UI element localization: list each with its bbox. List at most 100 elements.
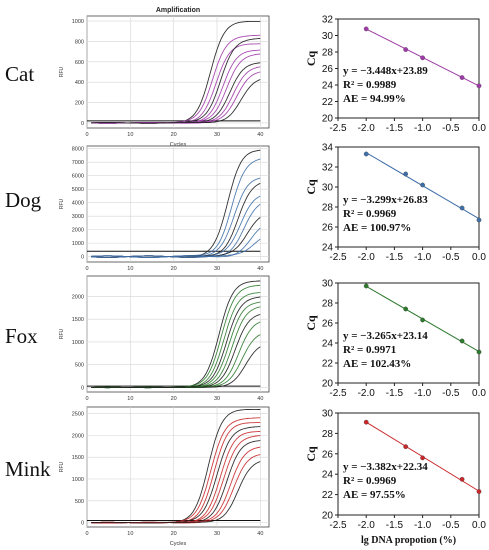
data-point [476,349,482,355]
standard-curve-dog: -2.5 -2.0 -1.5 -1.0 -0.5 0.0 24 26 28 30 32 34 Cq y =… [304,143,486,264]
x-tick-label: 0.0 [472,520,486,531]
y-tick-label: 22 [322,490,334,501]
y-tick-label: 0 [81,521,84,527]
y-tick-label: 24 [322,81,334,92]
species-label-cat: Cat [5,62,34,86]
data-point [403,306,409,312]
y-tick-label: 24 [322,470,334,481]
y-tick-label: 1000 [72,477,84,483]
y-tick-label: 2000 [72,294,84,300]
data-point [476,83,482,89]
y-tick-label: 4000 [72,201,84,207]
amplification-curve [91,346,261,389]
data-point [420,55,425,61]
data-point [363,419,369,425]
y-tick-label: 7000 [72,160,84,166]
y-axis-label: Cq [304,446,318,462]
y-tick-label: 22 [322,359,334,370]
x-tick-label: 0 [85,531,88,537]
data-point [420,317,425,323]
efficiency-label: AE = 97.55% [343,489,406,501]
amplification-curve [91,238,261,258]
data-point [476,489,482,494]
x-tick-label: 0 [85,132,88,138]
data-point [363,26,369,32]
x-tick-label: -2.0 [358,252,376,263]
y-tick-label: 1500 [72,455,84,461]
x-tick-label: 10 [127,132,133,138]
plot-frame [337,146,480,248]
x-tick-label: 40 [257,266,263,272]
y-tick-label: 1000 [72,19,84,25]
plot-frame [86,275,270,393]
x-tick-label: 10 [127,396,133,402]
x-tick-label: -1.0 [414,520,432,531]
x-tick-label: 30 [214,266,220,272]
data-point [420,182,425,188]
x-tick-label: -0.5 [442,520,460,531]
y-tick-label: 26 [322,223,334,234]
x-tick-label: -2.0 [358,520,376,531]
x-axis-label: lg DNA propotion (%) [361,535,456,546]
y-tick-label: 0 [81,385,84,391]
species-label-mink: Mink [5,457,51,481]
y-tick-label: 32 [322,15,334,26]
plot-frame [337,412,480,516]
x-tick-label: 0 [85,396,88,402]
data-point [403,47,409,52]
regression-equation: y = −3.448x+23.89 [343,65,428,77]
y-axis-label: Cq [304,179,318,195]
data-point [459,338,465,344]
x-tick-label: -1.5 [386,123,404,134]
plot-frame [337,282,480,384]
y-tick-label: 30 [322,279,334,290]
y-tick-label: 200 [75,101,84,107]
x-tick-label: -0.5 [442,252,460,263]
amplification-plot-dog: Dog 0 10 20 30 40 0 1000 2000 3000 4000 5000 6000 700… [5,145,270,272]
x-tick-label: 40 [257,531,263,537]
y-tick-label: 30 [322,183,334,194]
y-tick-label: 20 [322,511,334,522]
y-axis-label: RFU [59,461,65,472]
y-tick-label: 2000 [72,228,84,234]
x-axis-label: Cycles [170,541,187,547]
efficiency-label: AE = 100.97% [343,222,411,234]
y-tick-label: 26 [322,64,334,75]
x-tick-label: -2.5 [329,520,347,531]
species-label-dog: Dog [5,188,42,212]
x-tick-label: 10 [127,266,133,272]
y-tick-label: 2000 [72,433,84,439]
y-tick-label: 1500 [72,317,84,323]
x-tick-label: -2.0 [358,388,376,399]
y-tick-label: 3000 [72,214,84,220]
data-point [363,283,369,289]
x-tick-label: -1.0 [414,388,432,399]
x-tick-label: -1.5 [386,388,404,399]
x-tick-label: -2.5 [329,123,347,134]
x-tick-label: 0.0 [472,388,486,399]
y-tick-label: 24 [322,243,334,254]
regression-equation: y = −3.299x+26.83 [343,194,428,206]
x-tick-label: 40 [257,396,263,402]
amplification-curve [91,79,261,124]
standard-curve-fox: -2.5 -2.0 -1.5 -1.0 -0.5 0.0 20 22 24 26 28 30 Cq y =… [304,279,486,400]
x-tick-label: 0.0 [472,123,486,134]
r-squared-label: R² = 0.9969 [343,208,397,220]
x-tick-label: 10 [127,531,133,537]
y-tick-label: 20 [322,379,334,390]
y-tick-label: 6000 [72,174,84,180]
standard-curve-cat: -2.5 -2.0 -1.5 -1.0 -0.5 0.0 20 22 24 26 28 30 32 Cq y… [304,15,486,135]
x-tick-label: -1.0 [414,252,432,263]
y-tick-label: 8000 [72,147,84,153]
y-tick-label: 800 [75,39,84,45]
x-tick-label: 40 [257,132,263,138]
y-tick-label: 28 [322,429,334,440]
y-tick-label: 22 [322,97,334,108]
r-squared-label: R² = 0.9969 [343,475,397,487]
y-tick-label: 34 [322,143,334,154]
plot-frame [86,145,270,263]
y-tick-label: 1000 [72,241,84,247]
data-point [476,217,482,223]
amplification-plot-mink: Mink 0 10 20 30 40 0 500 1000 1500 2000 2500 RFU Cycl… [5,406,270,547]
regression-equation: y = −3.382x+22.34 [343,461,428,473]
